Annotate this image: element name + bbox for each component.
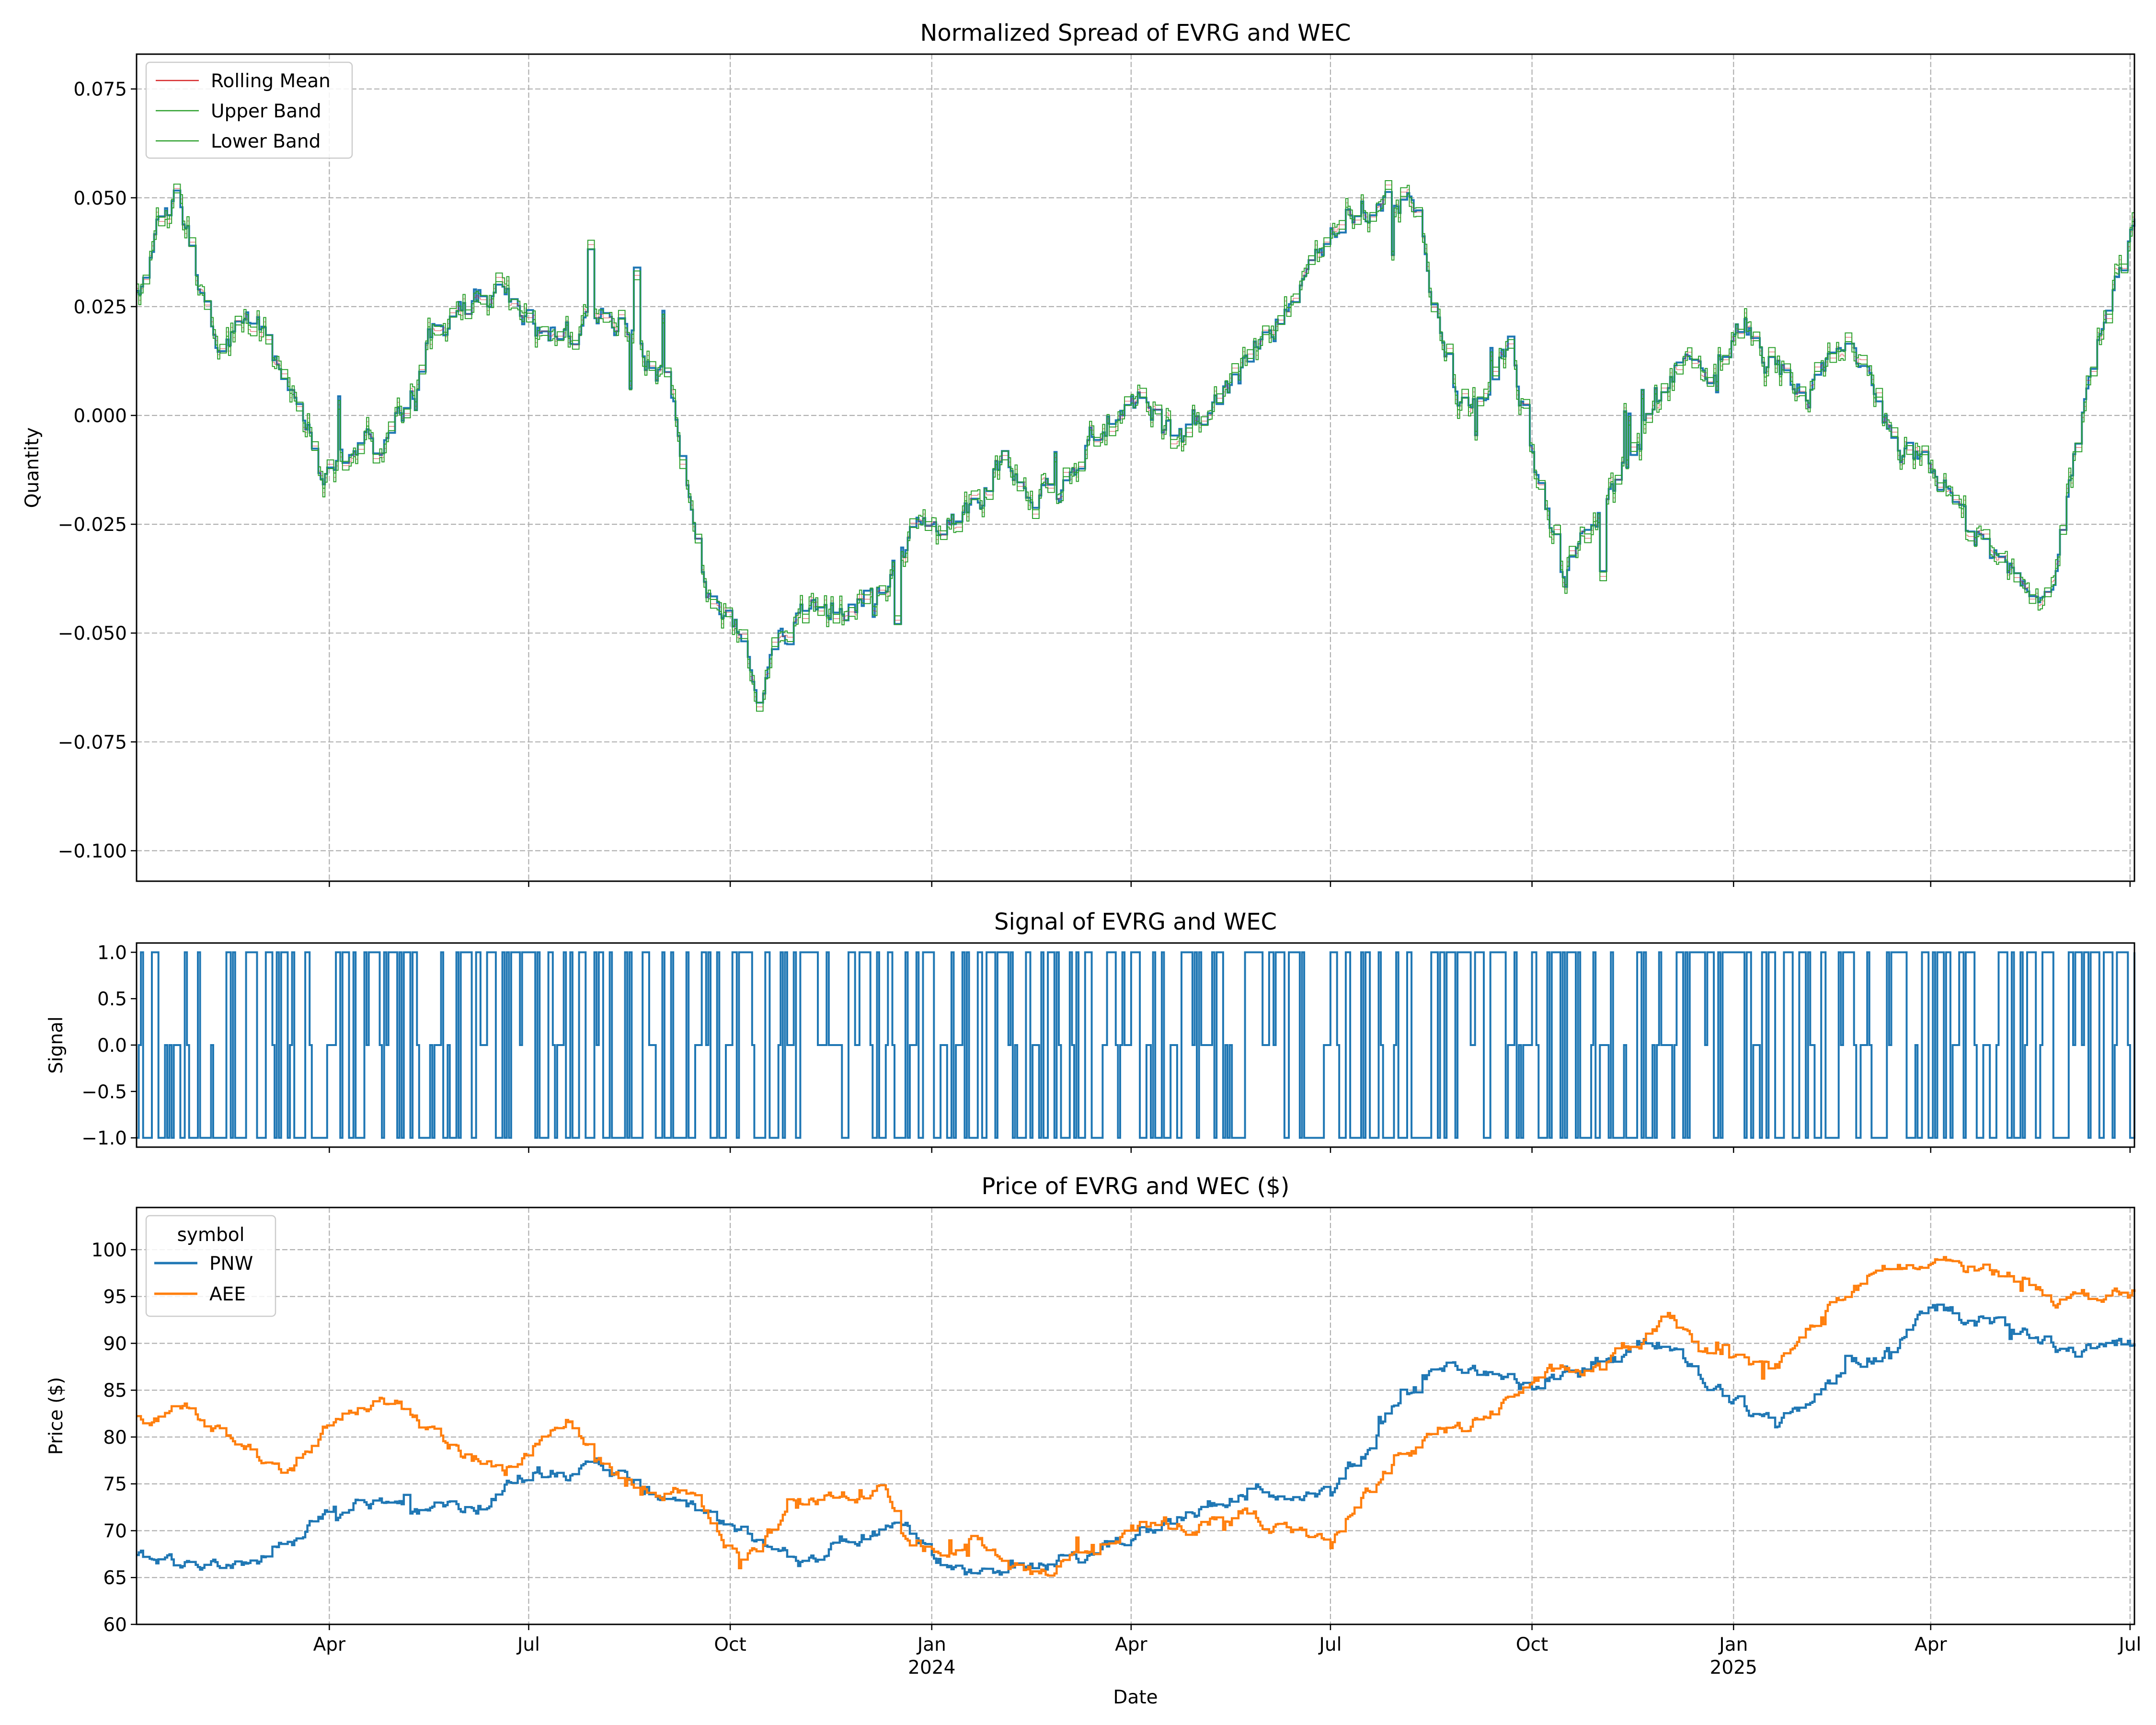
price-legend-title: symbol <box>177 1224 245 1246</box>
y-tick-label: 75 <box>103 1474 127 1495</box>
spread-legend-box <box>145 61 353 159</box>
signal-y-ticks: −1.0 −0.5 0.0 0.5 1.0 <box>81 942 137 1150</box>
y-tick-label: −0.075 <box>58 732 127 753</box>
y-tick-label: 0.5 <box>97 989 127 1010</box>
x-axis-label: Date <box>1113 1687 1158 1708</box>
y-tick-label: 0.050 <box>73 188 127 209</box>
y-tick-label: 80 <box>103 1427 127 1449</box>
spread-panel: Normalized Spread of EVRG and WEC −0.100… <box>22 20 2135 887</box>
price-ylabel: Price ($) <box>46 1377 67 1455</box>
x-tick-label: Jul <box>1318 1634 1342 1656</box>
legend-label-pnw: PNW <box>209 1253 253 1275</box>
signal-lines <box>137 951 2135 1139</box>
signal-frame <box>136 942 2135 1148</box>
upper-band-line <box>137 180 2135 703</box>
x-tick-label: Apr <box>1115 1634 1147 1656</box>
y-tick-label: −0.100 <box>58 840 127 862</box>
price-legend-box <box>145 1215 276 1317</box>
y-tick-label: 0.075 <box>73 79 127 101</box>
x-tick-label: Jan <box>1718 1634 1748 1656</box>
y-tick-label: 95 <box>103 1287 127 1308</box>
y-tick-label: 90 <box>103 1333 127 1355</box>
y-tick-label: 1.0 <box>97 942 127 964</box>
legend-label-upper-band: Upper Band <box>211 101 321 122</box>
y-tick-label: −0.025 <box>58 514 127 536</box>
y-tick-label: 70 <box>103 1520 127 1542</box>
x-tick-label: Oct <box>714 1634 746 1656</box>
y-tick-label: 60 <box>103 1614 127 1636</box>
price-y-ticks: 60 65 70 75 80 85 90 95 100 <box>92 1240 137 1636</box>
price-panel: Price of EVRG and WEC ($) 60 65 70 75 80 85 90… <box>46 1173 2141 1679</box>
legend-label-rolling-mean: Rolling Mean <box>211 70 331 92</box>
price-title: Price of EVRG and WEC ($) <box>982 1173 1290 1200</box>
spread-y-ticks: −0.100 −0.075 −0.050 −0.025 0.000 0.025 0.050 0… <box>58 79 137 862</box>
x-tick-year-label: 2024 <box>908 1657 955 1679</box>
lower-band-line <box>137 189 2135 712</box>
signal-line <box>137 951 2135 1139</box>
legend-label-lower-band: Lower Band <box>211 131 321 152</box>
y-tick-label: −0.050 <box>58 623 127 644</box>
spread-x-ticks <box>329 881 2131 887</box>
signal-panel: Signal of EVRG and WEC −1.0 −0.5 0.0 0.5 1.0… <box>46 908 2135 1153</box>
price-line-pnw <box>137 1303 2136 1576</box>
price-line-aee <box>137 1256 2136 1577</box>
spread-legend: Rolling Mean Upper Band Lower Band <box>145 61 353 159</box>
x-tick-label: Apr <box>313 1634 346 1656</box>
x-tick-label: Jul <box>2117 1634 2141 1656</box>
legend-label-aee: AEE <box>209 1284 246 1305</box>
y-tick-label: 85 <box>103 1380 127 1402</box>
x-tick-label: Apr <box>1915 1634 1947 1656</box>
spread-title: Normalized Spread of EVRG and WEC <box>920 20 1351 46</box>
price-frame <box>136 1207 2135 1625</box>
y-tick-label: 0.025 <box>73 297 127 318</box>
x-tick-year-label: 2025 <box>1710 1657 1757 1679</box>
y-tick-label: 0.000 <box>73 405 127 427</box>
spread-frame <box>136 53 2135 882</box>
y-tick-label: 0.0 <box>97 1035 127 1057</box>
signal-ylabel: Signal <box>46 1016 67 1074</box>
y-tick-label: −0.5 <box>81 1081 127 1103</box>
spread-ylabel: Quantity <box>22 427 43 508</box>
price-grid <box>137 1208 2134 1625</box>
x-tick-label: Jul <box>516 1634 540 1656</box>
y-tick-label: −1.0 <box>81 1128 127 1150</box>
spread-lines <box>137 180 2135 712</box>
price-legend: symbol PNW AEE <box>145 1215 276 1317</box>
x-tick-label: Oct <box>1516 1634 1548 1656</box>
signal-title: Signal of EVRG and WEC <box>994 908 1277 935</box>
price-lines <box>137 1256 2136 1577</box>
y-tick-label: 65 <box>103 1567 127 1589</box>
spread-grid <box>137 54 2134 881</box>
y-tick-label: 100 <box>92 1240 127 1261</box>
x-tick-label: Jan <box>916 1634 946 1656</box>
signal-x-ticks <box>329 1147 2131 1153</box>
